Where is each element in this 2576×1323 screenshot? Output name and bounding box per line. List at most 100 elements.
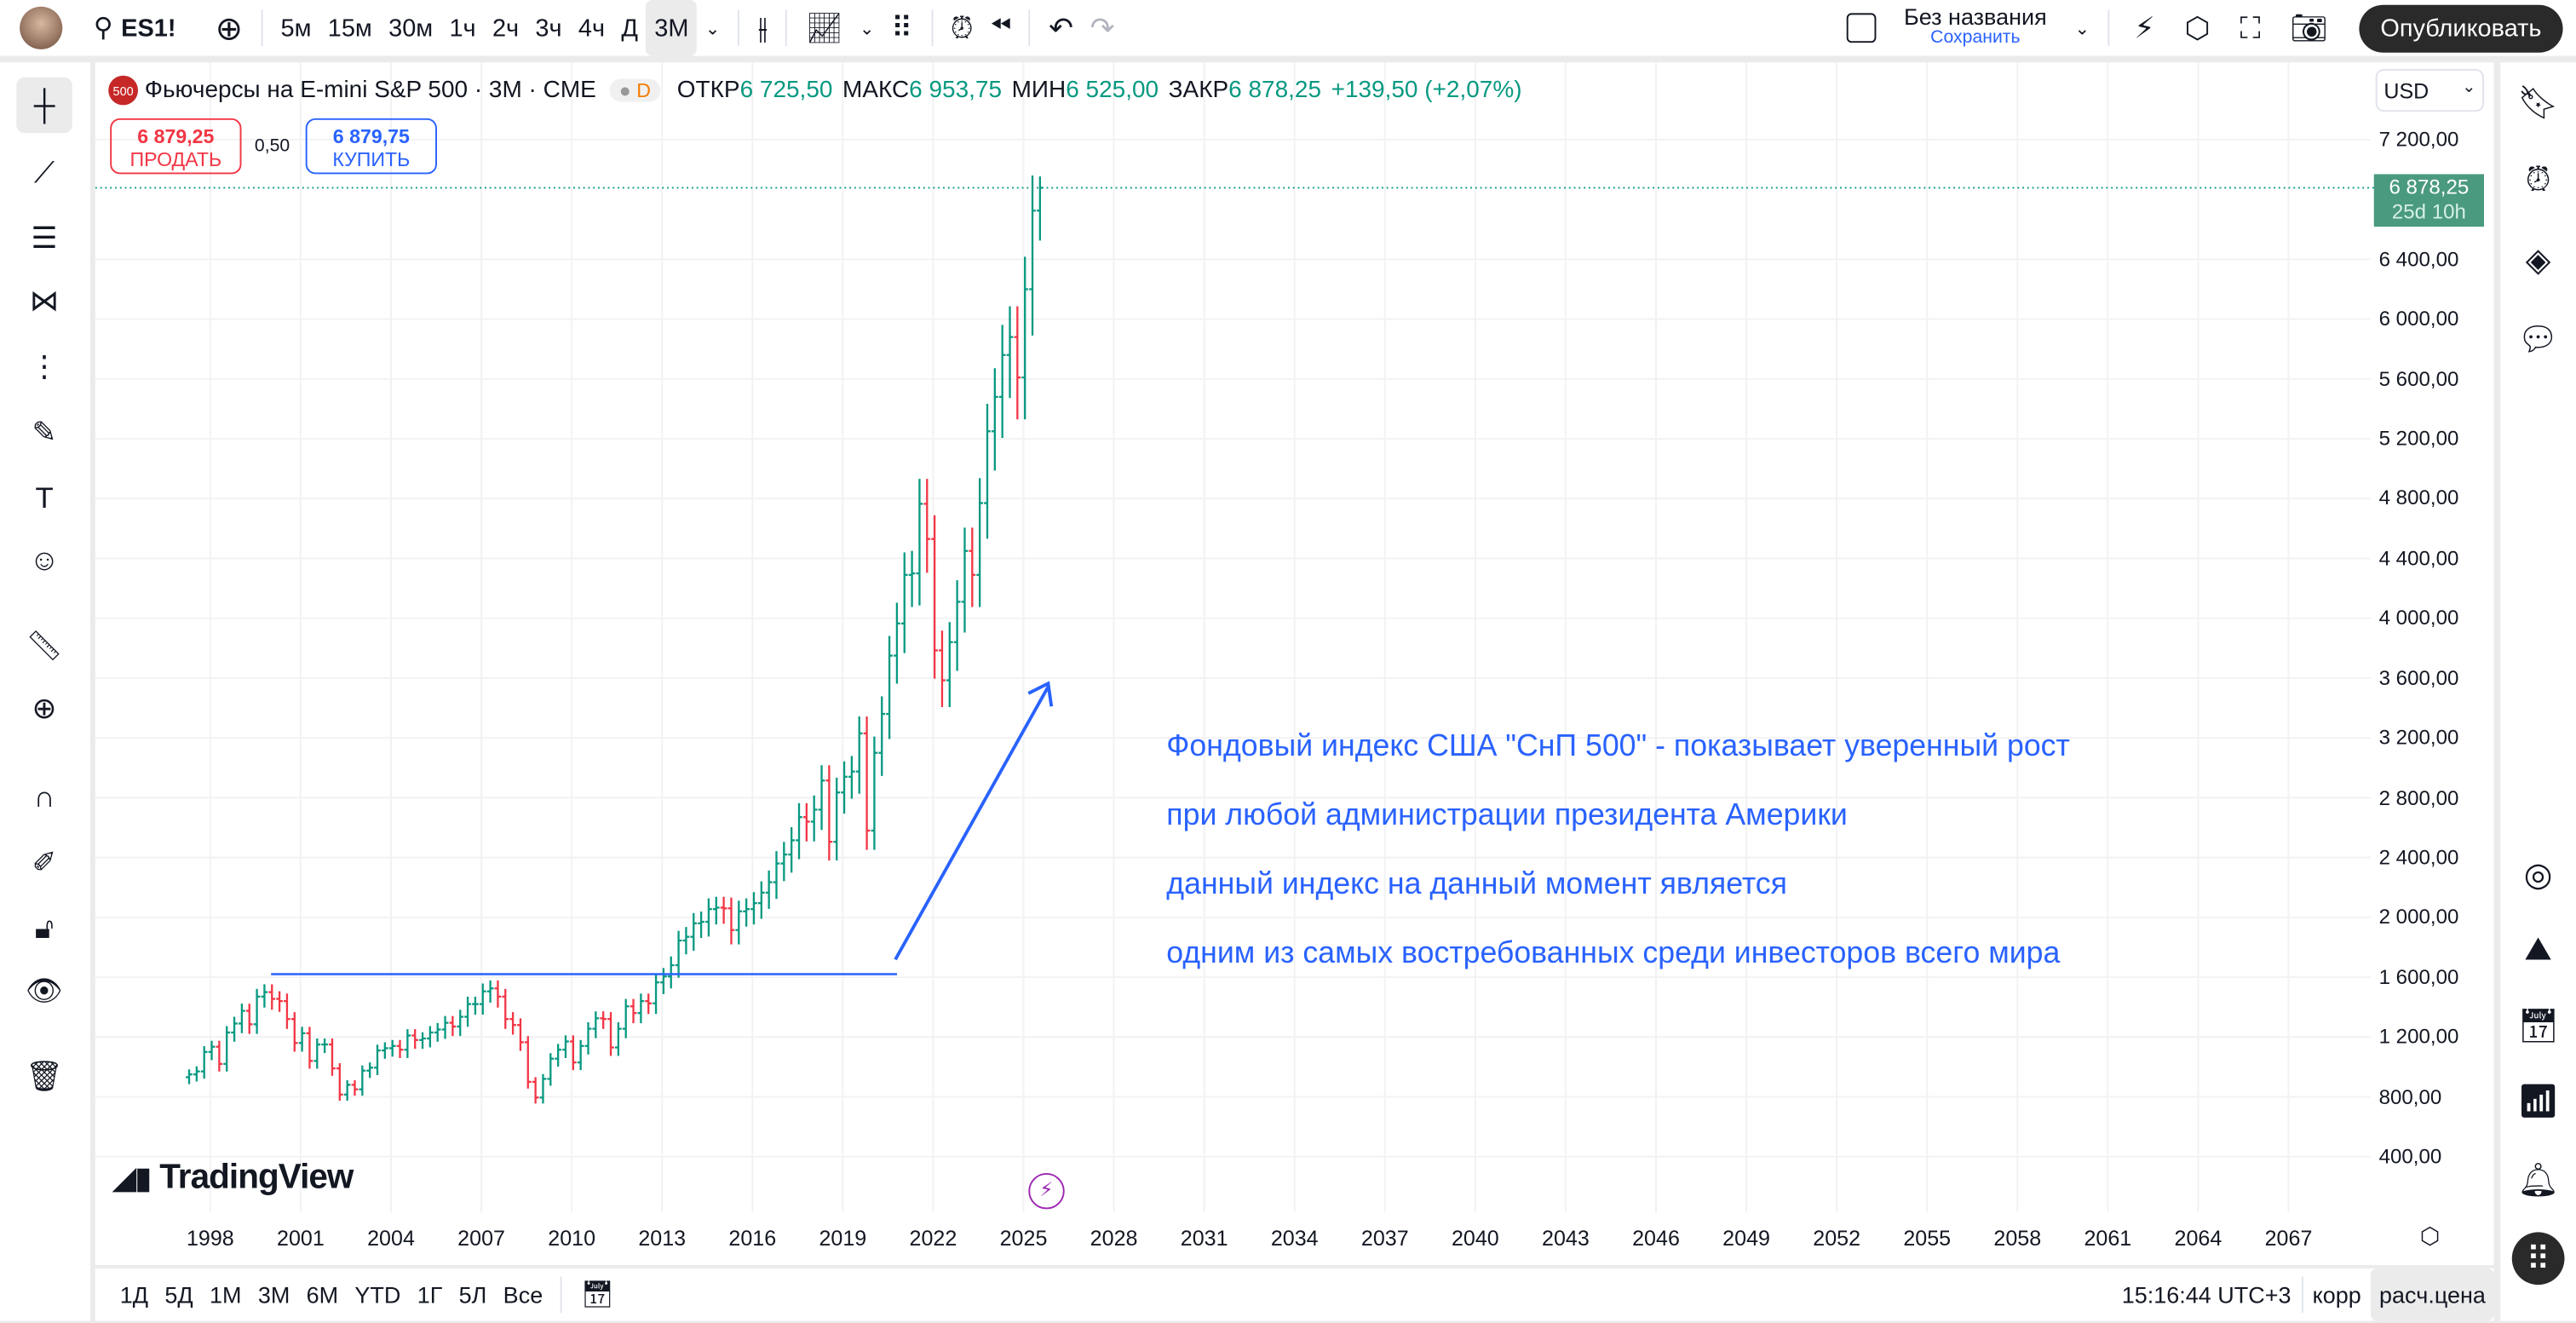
interval-5[interactable]: 3ч [535, 14, 562, 43]
interval-1[interactable]: 15м [327, 14, 372, 43]
calendar-icon[interactable]: 📅︎ [2517, 1008, 2560, 1044]
undo-icon[interactable]: ↶ [1049, 10, 1074, 44]
annotation-text[interactable]: данный индекс на данный момент является [1166, 866, 1787, 900]
lock-drawing-icon[interactable]: ✐ [32, 845, 57, 878]
text-icon[interactable]: T [35, 480, 54, 514]
magnet-icon[interactable]: ∩ [33, 779, 55, 813]
watchlist-icon[interactable]: 🔖︎ [2517, 84, 2560, 121]
alert-icon[interactable]: ⏰︎ [950, 10, 974, 44]
settlement-toggle[interactable]: расч.цена [2371, 1268, 2494, 1321]
ruler-icon[interactable]: 📏︎ [26, 628, 64, 662]
notifications-bell-icon[interactable]: 🔔︎ [2517, 1162, 2560, 1199]
lightning-events-icon[interactable]: ⚡︎ [1028, 1172, 1065, 1210]
sp500-logo: 500 [108, 75, 138, 106]
interval-dropdown-chevron-icon[interactable]: ⌄ [704, 19, 721, 39]
price-chart[interactable] [95, 62, 2494, 1265]
settings-icon[interactable]: ⬡ [2184, 10, 2211, 44]
trash-icon[interactable]: 🗑︎ [26, 1058, 64, 1092]
range-3[interactable]: 3М [257, 1281, 290, 1309]
chevron-down-icon[interactable]: ⌄ [859, 19, 875, 39]
currency-select[interactable]: USD ⌄ [2375, 68, 2484, 112]
date-range-icon[interactable]: 📅︎ [580, 1281, 614, 1310]
bar-style-icon[interactable]: ⫲ [757, 10, 768, 44]
interval-3[interactable]: 1ч [449, 14, 476, 43]
layers-icon[interactable]: ◈ [2525, 242, 2551, 279]
chart-pane[interactable]: 500 Фьючерсы на E-mini S&P 500 · 3М · CM… [95, 62, 2494, 1265]
ohlc-bar [1037, 176, 1044, 241]
low-label: МИН [1011, 77, 1067, 104]
range-7[interactable]: 5Л [458, 1281, 487, 1309]
alarm-clock-icon[interactable]: ⏰︎ [2525, 161, 2551, 198]
axis-settings-icon[interactable]: ⬡ [2419, 1222, 2441, 1249]
avatar[interactable] [20, 6, 63, 49]
range-0[interactable]: 1Д [119, 1281, 149, 1309]
symbol-legend: 500 Фьючерсы на E-mini S&P 500 · 3М · CM… [108, 75, 1522, 106]
buy-label: КУПИТЬ [332, 147, 411, 171]
buy-button[interactable]: 6 879,75 КУПИТЬ [305, 118, 437, 175]
apps-menu-icon[interactable]: ⠿ [2511, 1232, 2565, 1286]
ohlc-bar [667, 956, 675, 989]
interval-2[interactable]: 30м [388, 14, 434, 43]
pattern-icon[interactable]: ⋈ [29, 283, 60, 317]
interval-0[interactable]: 5м [280, 14, 312, 43]
fullscreen-icon[interactable]: ⛶ [2240, 10, 2261, 44]
range-2[interactable]: 1М [210, 1281, 242, 1309]
range-8[interactable]: Все [503, 1281, 543, 1309]
broadcast-icon[interactable]: 📶︎ [2517, 1083, 2560, 1120]
quick-search-icon[interactable]: ⚡︎ [2134, 10, 2155, 44]
clock[interactable]: 15:16:44 UTC+3 [2121, 1281, 2291, 1309]
ohlc-bar [343, 1080, 351, 1102]
trend-line-icon[interactable]: ⟋ [33, 155, 55, 188]
ohlc-bar [231, 1016, 238, 1042]
ohlc-bar [953, 580, 961, 671]
chevron-down-icon[interactable]: ⌄ [2074, 19, 2090, 39]
ohlc-bar [660, 968, 667, 994]
publish-button[interactable]: Опубликовать [2359, 3, 2563, 52]
range-5[interactable]: YTD [354, 1281, 401, 1309]
symbol-title[interactable]: Фьючерсы на E-mini S&P 500 · 3М · CME [144, 77, 596, 104]
redo-icon[interactable]: ↷ [1090, 10, 1115, 44]
sell-button[interactable]: 6 879,25 ПРОДАТЬ [110, 118, 242, 175]
ohlc-bar [848, 756, 855, 799]
tradingview-logo: ◢▮ TradingView [113, 1158, 354, 1196]
arrow-drawing[interactable] [894, 686, 1050, 961]
zoom-in-icon[interactable]: ⊕ [32, 690, 57, 724]
fib-icon[interactable]: ☰ [31, 221, 58, 254]
ohlc-bar [743, 898, 750, 927]
symbol-search[interactable]: ⚲ ES1! [85, 0, 184, 56]
indicators-icon[interactable]: 📈︎ [805, 10, 843, 44]
eye-icon[interactable]: 👁︎ [26, 973, 64, 1007]
compare-add-icon[interactable]: ⊕ [215, 10, 244, 47]
layout-checkbox-icon[interactable] [1838, 0, 1884, 56]
range-6[interactable]: 1Г [417, 1281, 443, 1309]
interval-8[interactable]: 3М [646, 0, 698, 56]
annotation-text[interactable]: при любой администрации президента Амери… [1166, 797, 1848, 831]
save-link[interactable]: Сохранить [1930, 27, 2021, 48]
replay-icon[interactable]: ⏪︎ [990, 13, 1011, 42]
range-1[interactable]: 5Д [164, 1281, 193, 1309]
interval-4[interactable]: 2ч [492, 14, 520, 43]
projection-icon[interactable]: ⋮ [29, 348, 60, 383]
ideas-icon[interactable]: ⛰︎ [2524, 930, 2552, 967]
market-status-badge[interactable]: ● D [609, 78, 661, 102]
adj-toggle[interactable]: корр [2312, 1281, 2361, 1309]
ohlc-bar [984, 404, 991, 539]
ohlc-bar [261, 984, 268, 1008]
divider [1029, 9, 1031, 46]
gauge-icon[interactable]: ◎ [2523, 856, 2553, 894]
range-4[interactable]: 6М [306, 1281, 339, 1309]
emoji-icon[interactable]: ☺ [29, 543, 60, 576]
interval-7[interactable]: Д [621, 14, 638, 43]
crosshair-icon[interactable]: ┼ [16, 77, 72, 134]
brush-icon[interactable]: ✎ [32, 414, 57, 448]
interval-6[interactable]: 4ч [578, 14, 606, 43]
chat-icon[interactable]: 💬︎ [2517, 321, 2560, 358]
layout-name[interactable]: Без названия Сохранить [1884, 0, 2067, 56]
annotation-text[interactable]: одним из самых востребованных среди инве… [1166, 935, 2061, 969]
camera-icon[interactable]: 📷︎ [2290, 10, 2328, 44]
badge-letter: D [636, 78, 651, 102]
templates-icon[interactable]: ⠿ [890, 10, 913, 44]
high-label: МАКС [842, 77, 910, 104]
annotation-text[interactable]: Фондовый индекс США "СнП 500" - показыва… [1166, 728, 2070, 762]
lock-icon[interactable]: 🔓︎ [34, 911, 55, 944]
